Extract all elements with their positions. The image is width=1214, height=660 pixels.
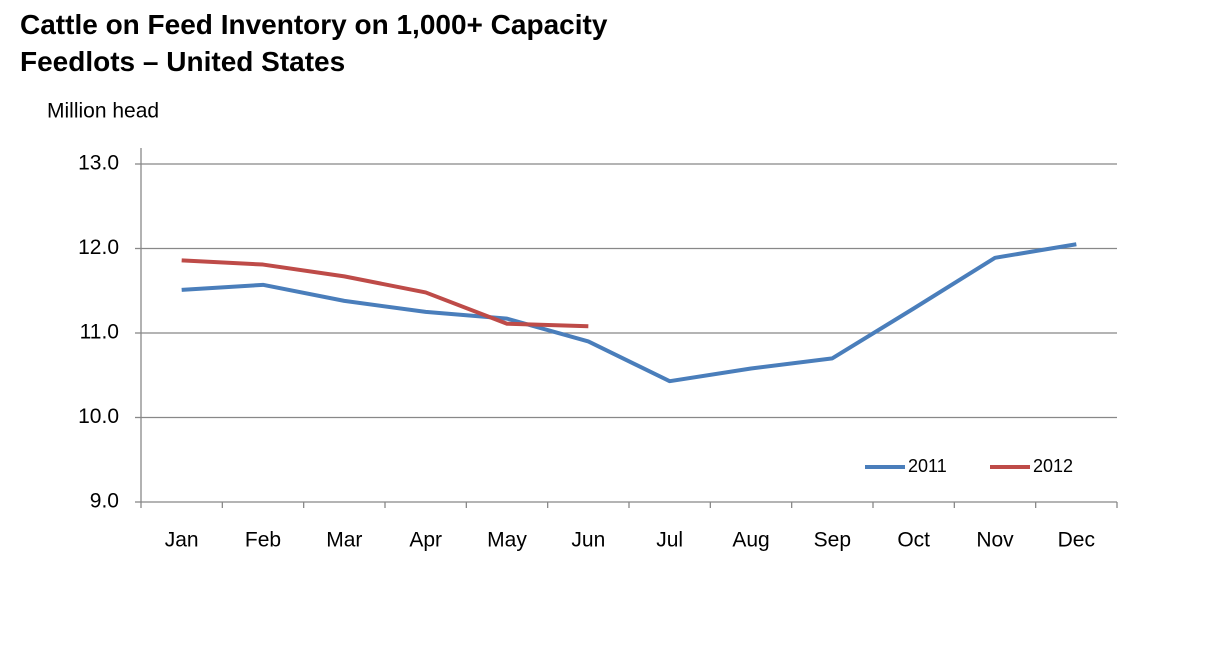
- legend-label: 2012: [1033, 456, 1073, 476]
- x-tick-label: Feb: [245, 529, 281, 552]
- x-tick-label: Oct: [897, 529, 930, 552]
- y-tick-label: 10.0: [78, 405, 119, 428]
- y-tick-label: 12.0: [78, 236, 119, 259]
- x-tick-label: Nov: [976, 529, 1014, 552]
- y-tick-label: 9.0: [90, 490, 119, 513]
- x-tick-label: Jul: [656, 529, 683, 552]
- line-series: [181, 242, 1077, 384]
- x-tick-label: Apr: [409, 529, 442, 552]
- x-tick-label: Sep: [814, 529, 851, 552]
- x-tick-label: Dec: [1058, 529, 1095, 552]
- x-tick-label: May: [487, 529, 527, 552]
- x-tick-label: Jun: [571, 529, 605, 552]
- chart-title: Cattle on Feed Inventory on 1,000+ Capac…: [20, 9, 608, 77]
- y-tick-label: 11.0: [80, 321, 119, 344]
- legend-label: 2011: [908, 456, 947, 476]
- y-tick-label: 13.0: [78, 152, 119, 175]
- x-tick-label: Mar: [326, 529, 362, 552]
- x-tick-label: Aug: [732, 529, 769, 552]
- x-tick-label: Jan: [165, 529, 199, 552]
- line-series: [181, 258, 589, 329]
- y-axis-label: Million head: [47, 100, 159, 123]
